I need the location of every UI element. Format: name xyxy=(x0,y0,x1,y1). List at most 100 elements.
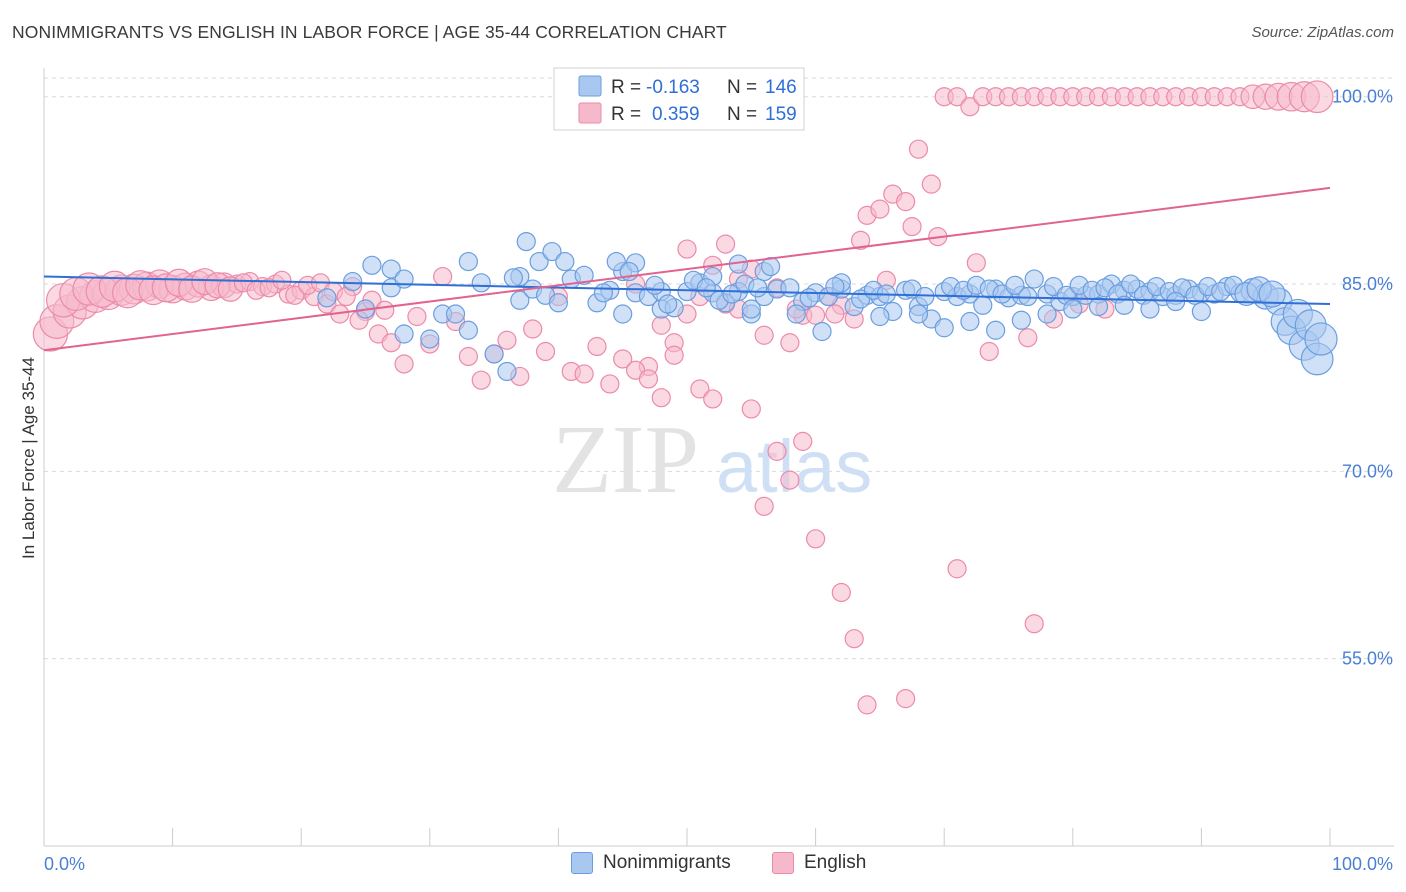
nonimmigrants-point xyxy=(1258,280,1286,308)
nonimmigrants-point xyxy=(1011,310,1031,330)
english-point xyxy=(896,689,916,709)
legend-item-nonimmigrants: Nonimmigrants xyxy=(571,852,731,874)
english-point xyxy=(844,629,864,649)
english-point xyxy=(741,399,761,419)
nonimmigrants-point xyxy=(973,295,993,315)
english-point xyxy=(433,266,453,287)
english-point xyxy=(851,230,871,250)
english-point xyxy=(677,239,697,259)
nonimmigrants-point xyxy=(529,251,549,272)
nonimmigrants-point xyxy=(645,275,665,295)
english-point xyxy=(651,388,671,408)
english-point xyxy=(587,336,607,357)
legend-label-nonimmigrants: Nonimmigrants xyxy=(603,852,731,873)
english-point xyxy=(793,431,813,451)
english-point xyxy=(638,369,659,389)
nonimmigrants-point xyxy=(786,304,806,324)
nonimmigrants-point xyxy=(1304,322,1338,356)
nonimmigrants-point xyxy=(555,251,575,272)
legend-item-english: English xyxy=(772,852,866,874)
english-point xyxy=(285,285,305,305)
nonimmigrants-point xyxy=(516,231,536,252)
nonimmigrants-point xyxy=(497,361,517,382)
nonimmigrants-point xyxy=(1191,301,1212,322)
english-point xyxy=(754,496,774,516)
source-credit: Source: ZipAtlas.com xyxy=(1251,24,1394,41)
english-point xyxy=(805,305,826,325)
nonimmigrants-point xyxy=(445,304,466,324)
x-tick-label: 0.0% xyxy=(44,854,85,874)
nonimmigrants-point xyxy=(658,294,678,314)
english-point xyxy=(780,333,800,353)
english-point xyxy=(600,374,620,394)
english-point xyxy=(805,529,826,549)
english-point xyxy=(1018,328,1038,348)
english-point xyxy=(902,217,922,237)
english-point xyxy=(947,559,967,579)
english-point xyxy=(1024,614,1044,634)
nonimmigrants-point xyxy=(908,304,929,324)
nonimmigrants-point xyxy=(542,241,562,262)
nonimmigrants-point xyxy=(1088,296,1109,317)
english-point xyxy=(960,97,980,117)
nonimmigrants-point xyxy=(1140,299,1160,319)
x-tick-label: 100.0% xyxy=(1332,854,1393,874)
nonimmigrants-point xyxy=(825,276,845,297)
bottom-legend: Nonimmigrants English xyxy=(0,852,1406,878)
svg-text:ZIP: ZIP xyxy=(552,406,699,514)
nonimmigrants-point xyxy=(722,284,742,304)
english-point xyxy=(394,354,414,374)
nonimmigrants-point xyxy=(748,278,768,298)
english-point xyxy=(497,330,517,350)
y-tick-label: 55.0% xyxy=(1342,649,1393,669)
nonimmigrants-point xyxy=(986,320,1006,340)
legend-swatch-pink xyxy=(772,852,794,874)
stats-pink-swatch xyxy=(578,102,602,124)
nonimmigrants-point xyxy=(420,329,440,349)
english-point xyxy=(767,441,787,461)
nonimmigrants-point xyxy=(696,278,716,298)
nonimmigrants-point xyxy=(960,311,980,332)
nonimmigrants-point xyxy=(381,259,401,279)
english-point xyxy=(870,199,890,219)
nonimmigrants-point xyxy=(503,268,523,288)
stats-pink-n-value: 159 xyxy=(765,104,797,125)
english-point xyxy=(535,341,556,362)
nonimmigrants-point xyxy=(574,265,594,285)
english-point xyxy=(715,234,736,254)
nonimmigrants-point xyxy=(741,299,761,319)
nonimmigrants-point xyxy=(934,318,954,338)
nonimmigrants-point xyxy=(394,324,414,344)
nonimmigrants-trend-line xyxy=(43,275,1331,306)
nonimmigrants-point xyxy=(780,278,800,298)
english-point xyxy=(857,695,877,715)
english-point xyxy=(690,379,710,399)
english-point xyxy=(471,370,491,390)
english-point xyxy=(613,349,633,369)
english-point xyxy=(458,346,478,367)
english-point xyxy=(896,192,916,212)
nonimmigrants-point xyxy=(362,255,382,275)
english-point xyxy=(574,364,594,384)
english-point xyxy=(921,174,941,194)
english-point xyxy=(651,315,671,335)
nonimmigrants-point xyxy=(317,288,337,308)
nonimmigrants-point xyxy=(471,273,491,293)
stats-blue-n-label: N = xyxy=(727,77,757,98)
stats-legend: R = -0.163 N = 146 R = 0.359 N = 159 xyxy=(553,67,805,131)
english-trend-line xyxy=(43,186,1331,352)
nonimmigrants-point xyxy=(1024,269,1044,289)
chart-title: NONIMMIGRANTS VS ENGLISH IN LABOR FORCE … xyxy=(12,22,727,42)
english-point xyxy=(375,300,395,320)
english-point xyxy=(523,319,543,339)
stats-blue-n-value: 146 xyxy=(765,77,797,98)
trend-lines xyxy=(43,186,1331,352)
english-point xyxy=(825,304,845,324)
y-tick-label: 85.0% xyxy=(1342,274,1393,294)
nonimmigrants-point xyxy=(915,286,935,307)
axes xyxy=(43,68,1394,847)
grid-lines xyxy=(44,77,1394,660)
nonimmigrants-point xyxy=(1121,274,1141,294)
stats-blue-r-value: -0.163 xyxy=(646,77,700,98)
